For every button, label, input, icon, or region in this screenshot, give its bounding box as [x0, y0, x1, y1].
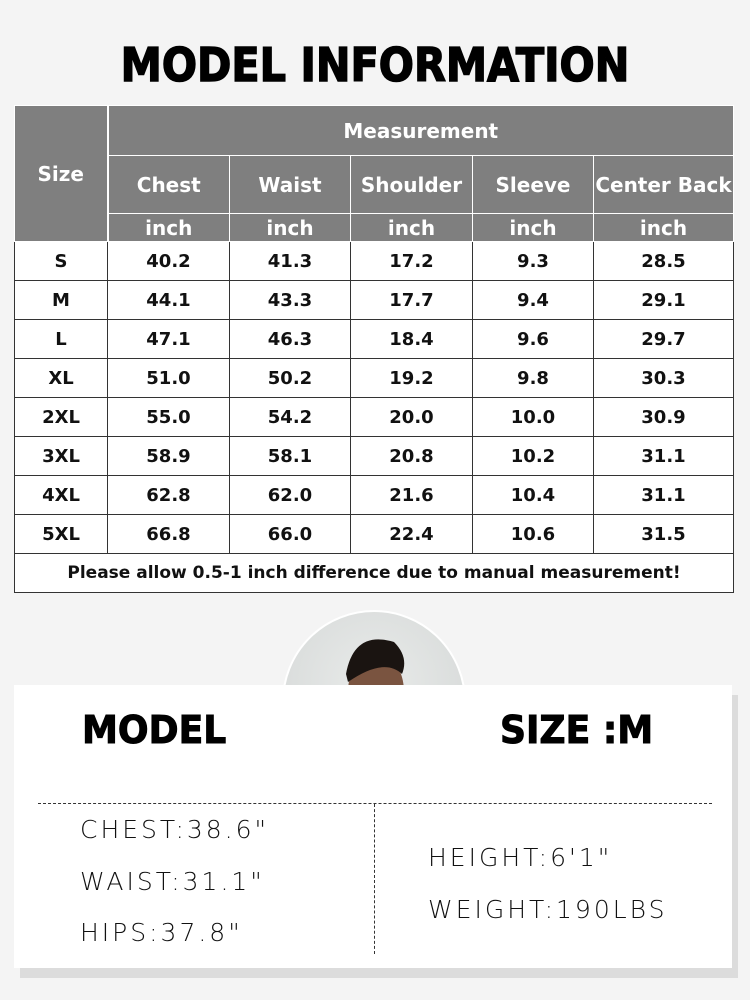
value-cell: 55.0: [107, 397, 230, 437]
measurement-header: Measurement: [107, 105, 734, 156]
unit-header: inch: [472, 213, 594, 242]
size-cell: 3XL: [14, 436, 108, 476]
value-cell: 31.1: [593, 436, 734, 476]
value-cell: 41.3: [229, 241, 351, 281]
value-cell: 43.3: [229, 280, 351, 320]
value-cell: 29.7: [593, 319, 734, 359]
value-cell: 22.4: [350, 514, 473, 554]
size-cell: XL: [14, 358, 108, 398]
model-chest: CHEST:38.6": [80, 815, 270, 844]
value-cell: 30.9: [593, 397, 734, 437]
size-cell: M: [14, 280, 108, 320]
model-waist: WAIST:31.1": [80, 867, 265, 896]
column-header: Sleeve: [472, 155, 594, 214]
note-row: Please allow 0.5-1 inch difference due t…: [14, 553, 734, 593]
value-cell: 10.0: [472, 397, 594, 437]
table-row: 3XL 58.9 58.1 20.8 10.2 31.1: [14, 436, 734, 476]
value-cell: 19.2: [350, 358, 473, 398]
value-cell: 10.4: [472, 475, 594, 515]
table-row: 4XL 62.8 62.0 21.6 10.4 31.1: [14, 475, 734, 515]
model-hips: HIPS:37.8": [80, 918, 243, 947]
model-height: HEIGHT:6'1": [428, 843, 613, 872]
table-row: 5XL 66.8 66.0 22.4 10.6 31.5: [14, 514, 734, 554]
column-header: Chest: [107, 155, 230, 214]
value-cell: 20.8: [350, 436, 473, 476]
value-cell: 21.6: [350, 475, 473, 515]
unit-header: inch: [350, 213, 473, 242]
model-size: SIZE :M: [500, 708, 654, 753]
value-cell: 29.1: [593, 280, 734, 320]
divider-vertical: [374, 804, 375, 954]
divider-horizontal: [38, 803, 712, 804]
size-cell: 2XL: [14, 397, 108, 437]
value-cell: 9.8: [472, 358, 594, 398]
size-cell: S: [14, 241, 108, 281]
value-cell: 46.3: [229, 319, 351, 359]
value-cell: 10.6: [472, 514, 594, 554]
value-cell: 62.8: [107, 475, 230, 515]
table-row: 2XL 55.0 54.2 20.0 10.0 30.9: [14, 397, 734, 437]
model-label: MODEL: [82, 708, 227, 753]
value-cell: 18.4: [350, 319, 473, 359]
value-cell: 66.0: [229, 514, 351, 554]
value-cell: 9.3: [472, 241, 594, 281]
measurement-note: Please allow 0.5-1 inch difference due t…: [14, 553, 734, 593]
value-cell: 17.7: [350, 280, 473, 320]
value-cell: 31.1: [593, 475, 734, 515]
column-header: Waist: [229, 155, 351, 214]
value-cell: 9.6: [472, 319, 594, 359]
size-chart-table: Size Measurement Chest Waist Shoulder Sleev…: [14, 105, 734, 593]
value-cell: 10.2: [472, 436, 594, 476]
value-cell: 30.3: [593, 358, 734, 398]
size-cell: L: [14, 319, 108, 359]
size-cell: 4XL: [14, 475, 108, 515]
unit-header: inch: [229, 213, 351, 242]
size-cell: 5XL: [14, 514, 108, 554]
table-row: XL 51.0 50.2 19.2 9.8 30.3: [14, 358, 734, 398]
value-cell: 51.0: [107, 358, 230, 398]
value-cell: 54.2: [229, 397, 351, 437]
value-cell: 58.1: [229, 436, 351, 476]
value-cell: 58.9: [107, 436, 230, 476]
value-cell: 40.2: [107, 241, 230, 281]
value-cell: 47.1: [107, 319, 230, 359]
value-cell: 50.2: [229, 358, 351, 398]
value-cell: 28.5: [593, 241, 734, 281]
value-cell: 9.4: [472, 280, 594, 320]
value-cell: 31.5: [593, 514, 734, 554]
table-row: L 47.1 46.3 18.4 9.6 29.7: [14, 319, 734, 359]
value-cell: 62.0: [229, 475, 351, 515]
size-header: Size: [14, 105, 109, 242]
unit-header: inch: [107, 213, 230, 242]
value-cell: 17.2: [350, 241, 473, 281]
column-header: Center Back: [593, 155, 734, 214]
value-cell: 44.1: [107, 280, 230, 320]
table-row: M 44.1 43.3 17.7 9.4 29.1: [14, 280, 734, 320]
page-title: MODEL INFORMATION: [120, 37, 630, 93]
model-weight: WEIGHT:190LBS: [428, 895, 668, 924]
value-cell: 66.8: [107, 514, 230, 554]
table-row: S 40.2 41.3 17.2 9.3 28.5: [14, 241, 734, 281]
model-card: [14, 685, 732, 968]
value-cell: 20.0: [350, 397, 473, 437]
unit-header: inch: [593, 213, 734, 242]
column-header: Shoulder: [350, 155, 473, 214]
